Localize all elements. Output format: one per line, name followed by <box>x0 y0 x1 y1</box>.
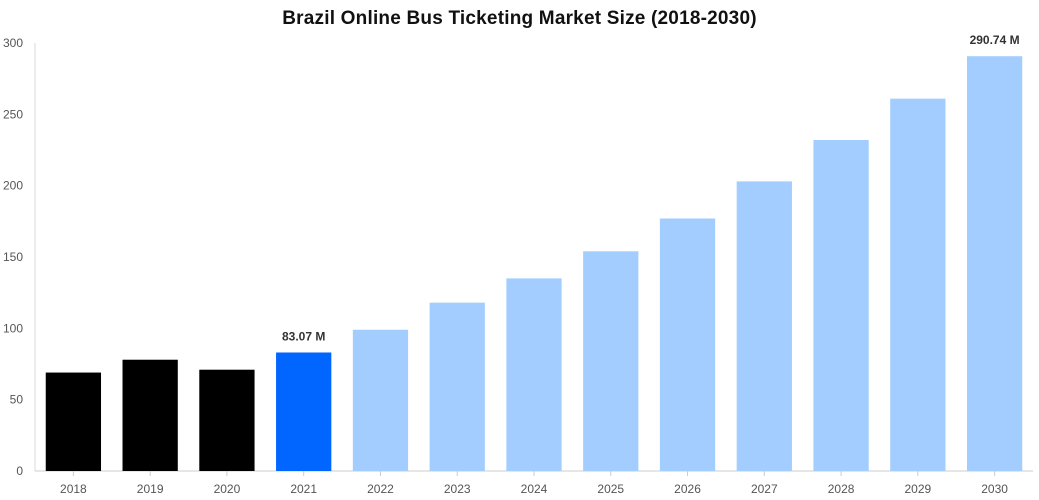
y-tick-label: 50 <box>10 393 24 407</box>
x-tick-label-2025: 2025 <box>597 482 624 496</box>
x-tick-label-2022: 2022 <box>367 482 394 496</box>
x-tick-label-2018: 2018 <box>60 482 87 496</box>
x-tick-label-2023: 2023 <box>444 482 471 496</box>
x-tick-label-2026: 2026 <box>674 482 701 496</box>
y-tick-label: 200 <box>3 179 23 193</box>
bar-2023 <box>429 302 485 471</box>
bar-2027 <box>736 181 792 472</box>
x-tick-label-2030: 2030 <box>981 482 1008 496</box>
bar-2022 <box>352 329 409 471</box>
labels: 0 50 100 150 200 250 300 2018 2019 2020 2021 2022 20… <box>3 33 1020 496</box>
bar-2024 <box>506 278 562 471</box>
data-label-2030: 290.74 M <box>970 33 1020 47</box>
y-tick-label: 250 <box>3 107 23 121</box>
y-tick-label: 0 <box>16 464 23 478</box>
data-label-2021: 83.07 M <box>282 329 325 343</box>
x-tick-label-2024: 2024 <box>521 482 548 496</box>
bar-2030 <box>966 56 1023 471</box>
x-tick-label-2027: 2027 <box>751 482 778 496</box>
bar-2025 <box>583 251 639 471</box>
bar-2029 <box>890 98 946 471</box>
x-tick-label-2028: 2028 <box>828 482 855 496</box>
bar-2019 <box>122 359 178 471</box>
bar-2026 <box>659 218 716 471</box>
x-tick-label-2021: 2021 <box>290 482 317 496</box>
chart-title: Brazil Online Bus Ticketing Market Size … <box>282 8 757 29</box>
bar-2018 <box>45 372 102 471</box>
x-tick-label-2020: 2020 <box>214 482 241 496</box>
y-tick-label: 150 <box>3 250 23 264</box>
bars <box>45 56 1023 472</box>
bar-2020 <box>199 369 255 471</box>
x-tick-label-2019: 2019 <box>137 482 164 496</box>
x-tick-label-2029: 2029 <box>904 482 931 496</box>
y-tick-label: 300 <box>3 36 23 50</box>
bar-2021 <box>276 352 332 471</box>
y-tick-label: 100 <box>3 321 23 335</box>
bar-2028 <box>813 140 869 471</box>
